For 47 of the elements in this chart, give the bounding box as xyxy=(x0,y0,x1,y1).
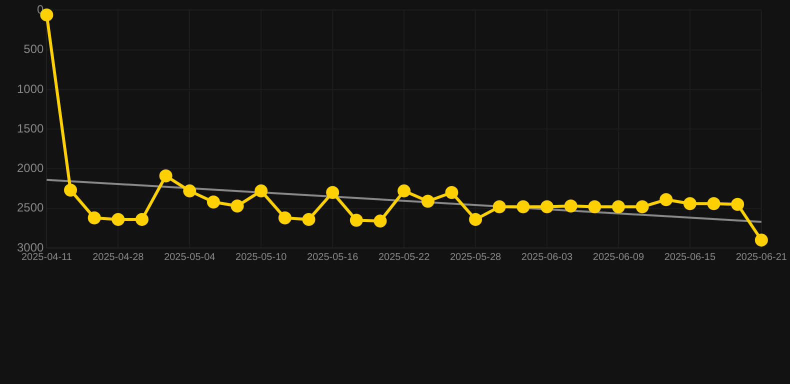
x-tick-label: 2025-05-04 xyxy=(164,252,216,263)
x-tick-label: 2025-06-15 xyxy=(664,252,716,263)
point xyxy=(183,184,196,198)
y-tick-label: 2000 xyxy=(16,161,44,176)
point xyxy=(135,212,148,226)
point xyxy=(421,194,434,208)
x-tick-label: 2025-05-16 xyxy=(307,252,359,263)
point xyxy=(88,211,101,224)
point xyxy=(612,200,625,214)
point xyxy=(636,200,649,214)
point xyxy=(374,214,387,228)
x-tick-label: 2025-05-28 xyxy=(450,252,502,263)
point xyxy=(398,184,411,198)
x-tick-label: 2025-06-03 xyxy=(521,252,574,263)
point xyxy=(492,200,506,214)
point xyxy=(159,169,172,182)
x-tick-label: 2025-06-09 xyxy=(592,252,644,263)
point xyxy=(206,196,220,209)
y-tick-label: 1500 xyxy=(16,121,44,136)
point xyxy=(302,212,316,226)
point xyxy=(112,212,125,226)
y-tick-label: 500 xyxy=(24,42,44,56)
x-tick-label: 2025-04-28 xyxy=(92,252,144,263)
y-tick-label: 1000 xyxy=(16,82,44,96)
point xyxy=(683,197,696,210)
point xyxy=(754,234,768,247)
point xyxy=(64,184,78,197)
x-tick-label: 2025-04-11 xyxy=(21,252,72,263)
point xyxy=(445,186,458,200)
x-tick-label: 2025-05-10 xyxy=(236,252,288,263)
point xyxy=(326,186,340,200)
y-tick-label: 3000 xyxy=(16,240,44,254)
point xyxy=(278,211,292,224)
point xyxy=(516,200,530,214)
point xyxy=(540,200,554,214)
point xyxy=(230,199,244,212)
point xyxy=(707,197,720,210)
x-tick-label: 2025-06-21 xyxy=(736,252,788,263)
point xyxy=(350,214,363,227)
y-tick-label: 2500 xyxy=(16,200,44,215)
point xyxy=(564,199,578,212)
point xyxy=(588,200,602,214)
point xyxy=(469,212,482,226)
point xyxy=(660,193,673,206)
x-tick-label: 2025-05-22 xyxy=(378,252,430,263)
point xyxy=(254,184,268,198)
point xyxy=(731,198,744,211)
